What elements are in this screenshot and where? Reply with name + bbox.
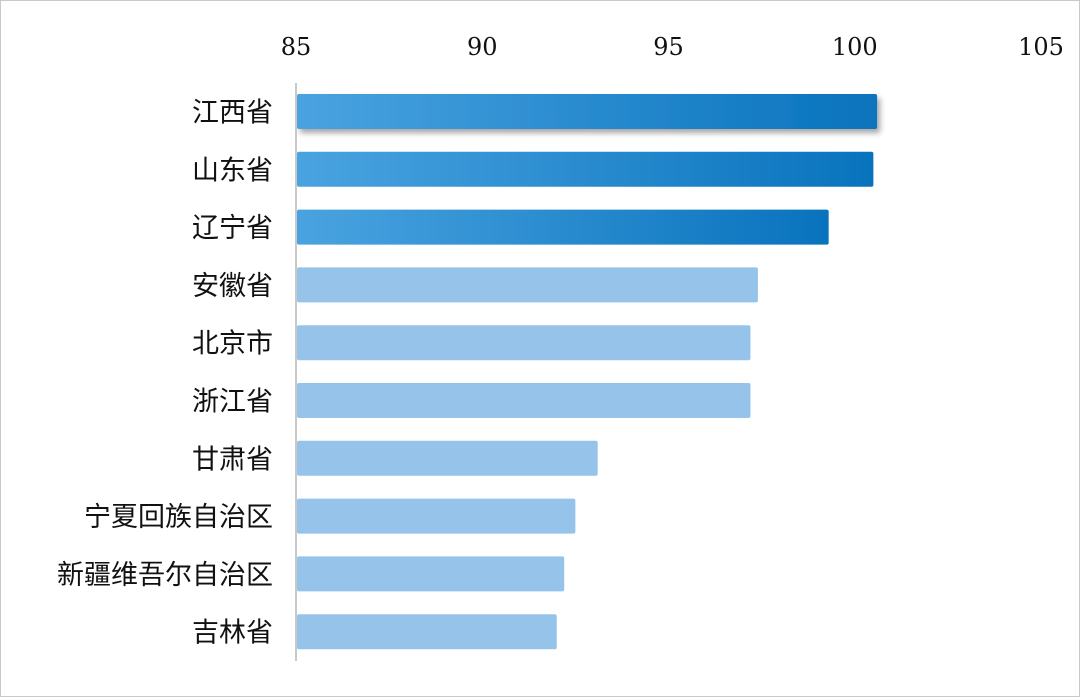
x-tick-label: 100: [832, 33, 878, 61]
x-tick-label: 85: [281, 33, 312, 61]
category-label: 甘肃省: [192, 444, 273, 475]
category-label: 新疆维吾尔自治区: [57, 560, 273, 591]
x-tick-label: 90: [467, 33, 498, 61]
category-label: 浙江省: [192, 387, 273, 418]
category-label: 安徽省: [192, 271, 273, 302]
x-axis-ticks: 85 90 95 100 105: [281, 33, 1064, 61]
category-label: 宁夏回族自治区: [84, 502, 273, 533]
bar-5: [297, 325, 751, 361]
bar-6: [297, 383, 751, 418]
bar-2: [297, 151, 874, 187]
bar-7: [297, 440, 598, 476]
bar-1: [297, 94, 878, 129]
x-tick-label: 95: [653, 33, 684, 61]
category-label: 江西省: [192, 98, 273, 129]
category-label: 辽宁省: [192, 213, 273, 244]
bar-3: [297, 209, 829, 245]
category-label: 吉林省: [192, 618, 273, 649]
category-label: 山东省: [192, 155, 273, 186]
bars: [297, 94, 878, 650]
bar-9: [297, 556, 565, 592]
bar-8: [297, 498, 576, 534]
x-tick-label: 105: [1018, 33, 1064, 61]
bar-10: [297, 614, 557, 650]
bar-4: [297, 267, 758, 303]
category-label: 北京市: [192, 329, 273, 360]
